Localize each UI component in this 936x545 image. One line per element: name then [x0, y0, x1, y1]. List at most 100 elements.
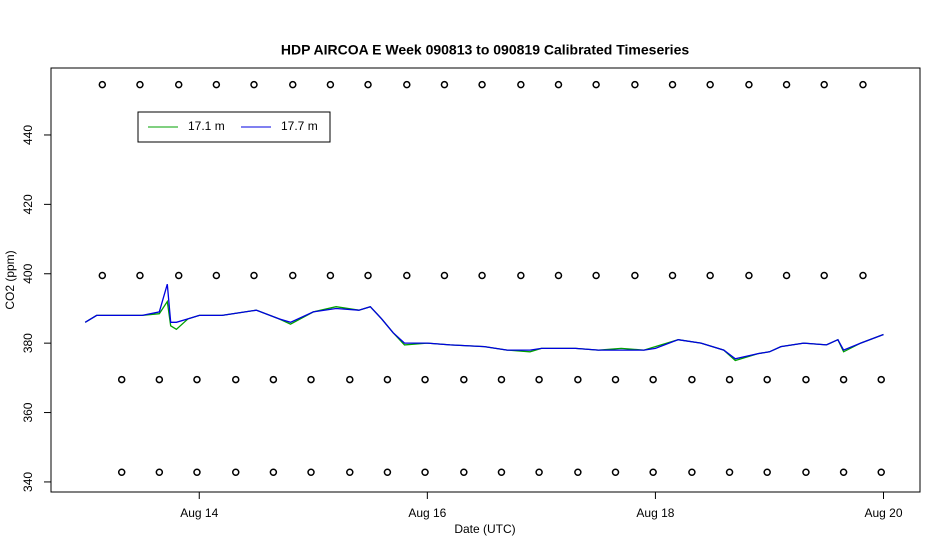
marker	[535, 375, 543, 384]
marker	[763, 375, 771, 384]
marker	[289, 80, 297, 89]
y-tick-label: 360	[21, 402, 35, 422]
marker	[782, 271, 791, 280]
marker	[403, 271, 411, 280]
marker	[859, 271, 867, 280]
marker	[668, 80, 677, 89]
marker	[688, 468, 696, 476]
marker	[574, 468, 582, 476]
marker	[326, 271, 335, 280]
marker	[440, 80, 449, 89]
marker	[706, 80, 714, 89]
marker	[745, 80, 753, 89]
marker	[478, 271, 486, 280]
marker	[212, 80, 221, 89]
marker	[289, 271, 297, 280]
marker	[460, 375, 468, 384]
marker	[649, 468, 657, 476]
marker	[688, 375, 696, 384]
marker	[706, 271, 714, 280]
marker	[117, 375, 126, 384]
marker	[611, 468, 620, 476]
marker	[155, 375, 164, 384]
marker	[554, 271, 563, 280]
x-tick-label: Aug 20	[864, 506, 902, 520]
marker	[839, 468, 848, 476]
marker	[250, 271, 258, 280]
y-tick-label: 400	[21, 263, 35, 283]
marker	[403, 80, 411, 89]
marker	[820, 271, 828, 280]
marker	[517, 80, 525, 89]
marker	[802, 375, 810, 384]
marker	[497, 375, 506, 384]
marker	[98, 271, 107, 280]
marker	[460, 468, 468, 476]
marker	[611, 375, 620, 384]
marker	[592, 271, 600, 280]
x-tick-label: Aug 14	[180, 506, 218, 520]
data-line	[84, 284, 884, 360]
x-axis-label: Date (UTC)	[454, 522, 515, 536]
marker	[326, 80, 335, 89]
marker	[136, 80, 144, 89]
marker	[346, 468, 354, 476]
marker	[117, 468, 126, 476]
data-line	[84, 299, 884, 362]
marker	[649, 375, 657, 384]
y-axis-label: CO2 (ppm)	[3, 250, 17, 309]
marker	[98, 80, 107, 89]
marker	[231, 375, 240, 384]
marker	[269, 468, 278, 476]
plot-frame	[50, 67, 921, 493]
marker	[136, 271, 144, 280]
marker	[574, 375, 582, 384]
marker	[763, 468, 771, 476]
y-tick-label: 340	[21, 472, 35, 492]
x-tick-label: Aug 16	[408, 506, 446, 520]
legend-label: 17.7 m	[281, 119, 318, 133]
marker	[383, 375, 392, 384]
y-tick-label: 380	[21, 333, 35, 353]
marker	[782, 80, 791, 89]
marker	[440, 271, 449, 280]
y-tick-label: 420	[21, 194, 35, 214]
marker	[725, 468, 734, 476]
marker	[193, 468, 201, 476]
marker	[668, 271, 677, 280]
marker	[193, 375, 201, 384]
marker	[535, 468, 543, 476]
marker	[859, 80, 867, 89]
marker	[250, 80, 258, 89]
marker	[155, 468, 164, 476]
marker	[364, 80, 372, 89]
marker	[269, 375, 278, 384]
legend-label: 17.1 m	[188, 119, 225, 133]
marker	[592, 80, 600, 89]
marker	[877, 375, 885, 384]
marker	[820, 80, 828, 89]
marker	[383, 468, 392, 476]
marker	[174, 80, 183, 89]
marker	[517, 271, 525, 280]
marker	[554, 80, 563, 89]
marker	[231, 468, 240, 476]
marker	[364, 271, 372, 280]
marker	[174, 271, 183, 280]
marker	[212, 271, 221, 280]
marker	[725, 375, 734, 384]
x-tick-label: Aug 18	[636, 506, 674, 520]
marker	[497, 468, 506, 476]
marker	[839, 375, 848, 384]
marker	[307, 468, 315, 476]
marker	[631, 80, 639, 89]
marker	[631, 271, 639, 280]
marker	[346, 375, 354, 384]
marker	[421, 375, 429, 384]
marker	[745, 271, 753, 280]
y-tick-label: 440	[21, 125, 35, 145]
marker	[877, 468, 885, 476]
marker	[421, 468, 429, 476]
